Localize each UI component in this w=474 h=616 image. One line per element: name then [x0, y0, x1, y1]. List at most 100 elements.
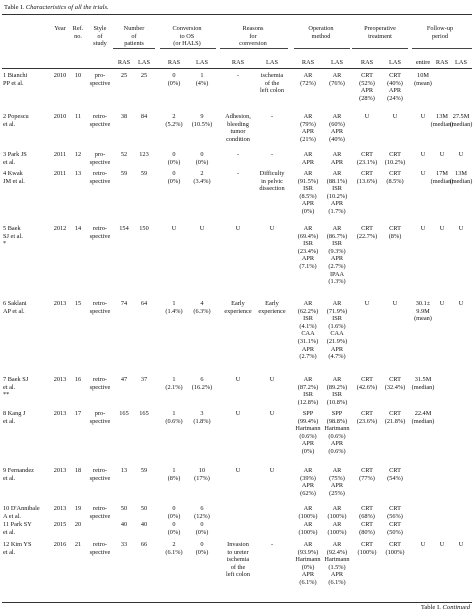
header-bottom-rule: [2, 68, 472, 69]
las-operation-cell: AR (86.7%) ISR (9.3%) APR (2.7%) IPAA (1…: [326, 225, 348, 286]
las-preop-cell: U: [392, 300, 398, 307]
entire-followup-cell: 10M (mean): [414, 72, 432, 87]
ras-conversion-cell: U: [171, 225, 177, 232]
study-cell: 9 Fernandez et al.: [3, 467, 34, 482]
ras-operation-cell: AR (79%) APR (21%): [300, 113, 316, 143]
study-cell: 4 Kwak JM et al.: [3, 170, 25, 185]
las-preop-cell: CRT (32.4%): [384, 376, 406, 391]
header-preoperative-treatment: Preoperative treatment: [364, 25, 396, 40]
footer-continued: Continued: [442, 604, 470, 611]
ras-preop-cell: CRT (42.6%): [356, 376, 378, 391]
ras-conversion-cell: 1 (8%): [167, 467, 181, 482]
ref-cell: 12: [74, 151, 82, 158]
study-cell: 2 Popescu et al.: [3, 113, 29, 128]
las-operation-cell: AR (89.2%) ISR (10.8%): [326, 376, 348, 406]
las-conversion-cell: 9 (10.5%): [191, 113, 213, 128]
ras-operation-cell: AR (69.4%) ISR (23.4%) APR (7.1%): [297, 225, 319, 270]
style-cell: retro- spective: [89, 300, 111, 315]
las-preop-cell: CRT (8%): [388, 225, 402, 240]
footer-label: Table I.: [420, 604, 443, 611]
las-preop-cell: CRT (8.5%): [386, 170, 404, 185]
subheader-preop-ras: RAS: [360, 59, 374, 66]
ras-patients-cell: 74: [120, 300, 128, 307]
las-conversion-cell: U: [199, 225, 205, 232]
las-operation-cell: AR (60%) APR (40%): [329, 113, 345, 143]
ref-cell: 15: [74, 300, 82, 307]
las-patients-cell: 66: [140, 541, 148, 548]
las-operation-cell: AR (92.4%) Hartmann (1.5%) APR (6.1%): [324, 541, 350, 586]
las-preop-cell: CRT (54%): [387, 467, 403, 482]
subheader-preop-las: LAS: [389, 59, 401, 66]
ras-reason-cell: Invasion to ureter ischemia of the left …: [226, 541, 250, 579]
table-bottom-rule: [2, 602, 472, 603]
ras-followup-cell: 13M (median): [430, 113, 454, 128]
las-preop-cell: CRT (40%) APR (24%): [387, 72, 403, 102]
year-cell: 2011: [53, 170, 67, 177]
ras-followup-cell: U: [439, 225, 445, 232]
las-patients-cell: 84: [140, 113, 148, 120]
followup-span-rule: [412, 48, 472, 49]
las-followup-cell: U: [458, 151, 464, 158]
las-conversion-cell: 0 (0%): [195, 521, 209, 536]
ras-followup-cell: U: [439, 151, 445, 158]
las-reason-cell: ischemia of the left colon: [260, 72, 284, 95]
year-cell: 2010: [53, 72, 67, 79]
style-cell: pro- spective: [89, 410, 111, 425]
las-operation-cell: AR (75%) APR (25%): [329, 467, 345, 497]
year-cell: 2013: [53, 467, 67, 474]
study-cell: 11 Park SY et al.: [3, 521, 32, 536]
las-reason-cell: -: [270, 151, 274, 158]
ras-operation-cell: AR (87.2%) ISR (12.8%): [297, 376, 319, 406]
ras-followup-cell: U: [439, 300, 445, 307]
ras-operation-cell: AR (93.9%) Hartmann (0%) APR (6.1%): [295, 541, 321, 586]
las-conversion-cell: 2 (3.4%): [193, 170, 211, 185]
ras-operation-cell: AR (39%) APR (62%): [300, 467, 316, 497]
ras-conversion-cell: 1 (2.1%): [165, 376, 183, 391]
ras-preop-cell: U: [364, 300, 370, 307]
las-patients-cell: 40: [140, 521, 148, 528]
number-span-rule: [113, 48, 155, 49]
ras-reason-cell: -: [236, 170, 240, 177]
table-caption: Table I. Characteristics of all the tria…: [4, 4, 109, 11]
table-top-rule: [2, 14, 472, 15]
las-reason-cell: -: [270, 113, 274, 120]
subheader-reasons-ras: RAS: [231, 59, 245, 66]
ras-patients-cell: 33: [120, 541, 128, 548]
year-cell: 2013: [53, 300, 67, 307]
study-cell: 3 Park JS et al.: [3, 151, 27, 166]
ras-conversion-cell: 0 (0%): [167, 151, 181, 166]
header-operation-method: Operation method: [308, 25, 334, 40]
las-conversion-cell: 10 (17%): [194, 467, 210, 482]
las-conversion-cell: 4 (6.3%): [193, 300, 211, 315]
las-patients-cell: 123: [139, 151, 149, 158]
study-cell: 10 D'Annibale A et al.: [3, 505, 40, 520]
ras-preop-cell: CRT (22.7%): [356, 225, 378, 240]
ras-operation-cell: AR (62.2%) ISR (4.1%) CAA (31.1%) APR (2…: [297, 300, 319, 361]
ref-cell: 16: [74, 376, 82, 383]
study-cell: 5 Baek SJ et al. *: [3, 225, 23, 248]
ras-reason-cell: -: [236, 72, 240, 79]
ras-patients-cell: 13: [120, 467, 128, 474]
year-cell: 2015: [53, 521, 67, 528]
subheader-operation-las: LAS: [331, 59, 343, 66]
las-preop-cell: CRT (56%): [387, 505, 403, 520]
study-cell: 6 Saklani AP et al.: [3, 300, 27, 315]
study-cell: 12 Kim YS et al.: [3, 541, 32, 556]
ras-operation-cell: AR (72%): [300, 72, 316, 87]
las-reason-cell: U: [269, 410, 275, 417]
entire-followup-cell: U: [420, 151, 426, 158]
ras-preop-cell: CRT (77%): [359, 467, 375, 482]
entire-followup-cell: U: [420, 225, 426, 232]
ras-reason-cell: Adhesion, bleeding tumor condition: [225, 113, 251, 143]
ras-conversion-cell: 0 (0%): [167, 505, 181, 520]
year-cell: 2011: [53, 151, 67, 158]
style-cell: retro- spective: [89, 225, 111, 240]
subheader-number-ras: RAS: [117, 59, 131, 66]
ras-operation-cell: AR (100%): [298, 521, 318, 536]
las-conversion-cell: 3 (1.8%): [193, 410, 211, 425]
ras-operation-cell: AR (91.5%) ISR (8.5%) APR (0%): [297, 170, 319, 215]
ras-preop-cell: CRT (23.1%): [356, 151, 378, 166]
las-conversion-cell: 0 (0%): [195, 541, 209, 556]
ref-cell: 17: [74, 410, 82, 417]
ras-operation-cell: AR APR: [301, 151, 315, 166]
